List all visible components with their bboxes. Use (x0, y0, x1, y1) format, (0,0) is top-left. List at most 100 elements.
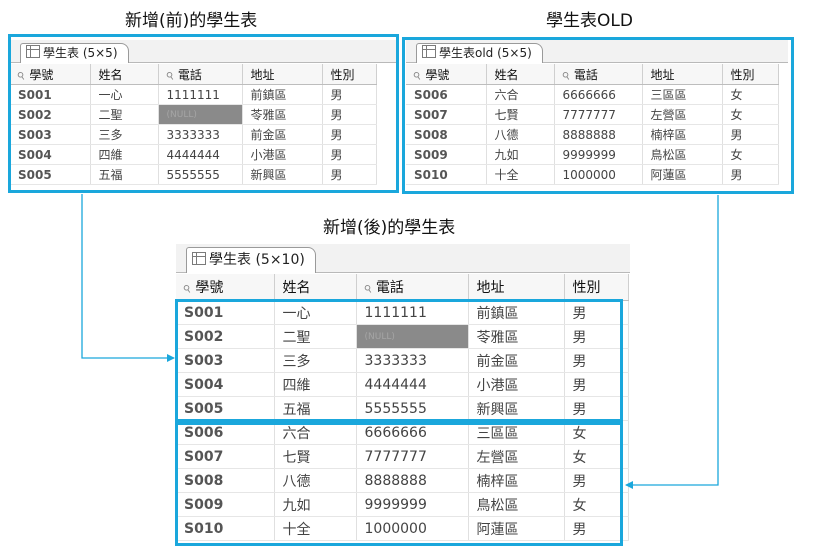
column-header-gender[interactable]: 性別 (322, 64, 377, 85)
cell-name[interactable]: 五福 (90, 164, 159, 185)
cell-name[interactable]: 十全 (274, 516, 357, 541)
cell-address[interactable]: 前金區 (242, 124, 323, 145)
cell-name[interactable]: 七賢 (486, 104, 555, 125)
cell-id[interactable]: S002 (176, 324, 275, 349)
column-header-name[interactable]: 姓名 (274, 274, 357, 301)
cell-address[interactable]: 前金區 (468, 348, 565, 373)
cell-phone[interactable]: 3333333 (356, 348, 469, 373)
cell-id[interactable]: S008 (406, 124, 487, 145)
cell-id[interactable]: S006 (406, 84, 487, 105)
cell-gender[interactable]: 女 (722, 144, 779, 165)
cell-address[interactable]: 楠梓區 (642, 124, 723, 145)
cell-gender[interactable]: 男 (322, 124, 377, 145)
column-header-phone[interactable]: ⚲ 電話 (356, 274, 469, 301)
cell-phone[interactable]: 1000000 (554, 164, 643, 185)
cell-phone[interactable]: 1000000 (356, 516, 469, 541)
cell-address[interactable]: 阿蓮區 (642, 164, 723, 185)
table-row[interactable]: S001 一心 1111111 前鎮區男 (10, 84, 377, 105)
table-row[interactable]: S002 二聖 (NULL) 苓雅區男 (176, 324, 629, 349)
table-row[interactable]: S002 二聖 (NULL) 苓雅區男 (10, 104, 377, 125)
cell-id[interactable]: S002 (10, 104, 91, 125)
cell-id[interactable]: S009 (176, 492, 275, 517)
cell-gender[interactable]: 女 (564, 444, 629, 469)
table-row[interactable]: S008 八德 8888888 楠梓區男 (406, 124, 779, 145)
cell-phone[interactable]: 4444444 (158, 144, 243, 165)
column-header-name[interactable]: 姓名 (486, 64, 555, 85)
cell-gender[interactable]: 男 (564, 324, 629, 349)
cell-name[interactable]: 六合 (486, 84, 555, 105)
cell-phone[interactable]: 5555555 (158, 164, 243, 185)
cell-id[interactable]: S001 (10, 84, 91, 105)
cell-address[interactable]: 阿蓮區 (468, 516, 565, 541)
table-row[interactable]: S003 三多 3333333 前金區男 (10, 124, 377, 145)
cell-name[interactable]: 四維 (274, 372, 357, 397)
cell-id[interactable]: S010 (406, 164, 487, 185)
table-row[interactable]: S010 十全 1000000 阿蓮區男 (406, 164, 779, 185)
cell-phone[interactable]: 6666666 (554, 84, 643, 105)
tab-student-table-old[interactable]: 學生表old (5×5) (416, 43, 543, 63)
cell-id[interactable]: S009 (406, 144, 487, 165)
cell-id[interactable]: S004 (10, 144, 91, 165)
cell-address[interactable]: 楠梓區 (468, 468, 565, 493)
cell-gender[interactable]: 男 (564, 372, 629, 397)
cell-id[interactable]: S005 (176, 396, 275, 421)
column-header-address[interactable]: 地址 (242, 64, 323, 85)
column-header-phone[interactable]: ⚲ 電話 (554, 64, 643, 85)
cell-address[interactable]: 前鎮區 (468, 300, 565, 325)
cell-address[interactable]: 左營區 (642, 104, 723, 125)
cell-address[interactable]: 三區區 (642, 84, 723, 105)
cell-name[interactable]: 三多 (274, 348, 357, 373)
cell-name[interactable]: 五福 (274, 396, 357, 421)
cell-gender[interactable]: 男 (322, 104, 377, 125)
table-row[interactable]: S001 一心 1111111 前鎮區男 (176, 300, 629, 325)
cell-phone[interactable]: 1111111 (356, 300, 469, 325)
cell-address[interactable]: 新興區 (242, 164, 323, 185)
cell-phone[interactable]: 4444444 (356, 372, 469, 397)
cell-id[interactable]: S007 (406, 104, 487, 125)
cell-gender[interactable]: 女 (722, 104, 779, 125)
cell-phone[interactable]: 8888888 (356, 468, 469, 493)
cell-gender[interactable]: 男 (722, 164, 779, 185)
cell-phone[interactable]: 1111111 (158, 84, 243, 105)
cell-id[interactable]: S005 (10, 164, 91, 185)
cell-phone[interactable]: (NULL) (356, 324, 469, 349)
cell-phone[interactable]: 9999999 (554, 144, 643, 165)
table-row[interactable]: S003 三多 3333333 前金區男 (176, 348, 629, 373)
cell-name[interactable]: 九如 (274, 492, 357, 517)
cell-gender[interactable]: 男 (722, 124, 779, 145)
table-row[interactable]: S005 五福 5555555 新興區男 (10, 164, 377, 185)
table-row[interactable]: S007 七賢 7777777 左營區女 (406, 104, 779, 125)
cell-phone[interactable]: 7777777 (356, 444, 469, 469)
cell-name[interactable]: 一心 (274, 300, 357, 325)
cell-id[interactable]: S003 (10, 124, 91, 145)
tab-student-table[interactable]: 學生表 (5×5) (20, 43, 129, 63)
cell-address[interactable]: 小港區 (242, 144, 323, 165)
column-header-address[interactable]: 地址 (468, 274, 565, 301)
table-row[interactable]: S010 十全 1000000 阿蓮區男 (176, 516, 629, 541)
table-row[interactable]: S004 四維 4444444 小港區男 (10, 144, 377, 165)
cell-address[interactable]: 鳥松區 (468, 492, 565, 517)
tab-student-table[interactable]: 學生表 (5×10) (186, 247, 316, 273)
cell-address[interactable]: 苓雅區 (468, 324, 565, 349)
column-header-phone[interactable]: ⚲ 電話 (158, 64, 243, 85)
column-header-gender[interactable]: 性別 (564, 274, 629, 301)
cell-gender[interactable]: 男 (564, 300, 629, 325)
column-header-id[interactable]: ⚲ 學號 (406, 64, 487, 85)
cell-name[interactable]: 九如 (486, 144, 555, 165)
cell-id[interactable]: S001 (176, 300, 275, 325)
cell-id[interactable]: S010 (176, 516, 275, 541)
column-header-gender[interactable]: 性別 (722, 64, 779, 85)
column-header-id[interactable]: ⚲ 學號 (176, 274, 275, 301)
cell-id[interactable]: S004 (176, 372, 275, 397)
cell-id[interactable]: S008 (176, 468, 275, 493)
cell-phone[interactable]: 9999999 (356, 492, 469, 517)
cell-name[interactable]: 二聖 (90, 104, 159, 125)
cell-phone[interactable]: 8888888 (554, 124, 643, 145)
table-row[interactable]: S008 八德 8888888 楠梓區男 (176, 468, 629, 493)
table-row[interactable]: S009 九如 9999999 鳥松區女 (406, 144, 779, 165)
cell-name[interactable]: 一心 (90, 84, 159, 105)
cell-address[interactable]: 小港區 (468, 372, 565, 397)
table-row[interactable]: S009 九如 9999999 鳥松區女 (176, 492, 629, 517)
column-header-address[interactable]: 地址 (642, 64, 723, 85)
column-header-name[interactable]: 姓名 (90, 64, 159, 85)
